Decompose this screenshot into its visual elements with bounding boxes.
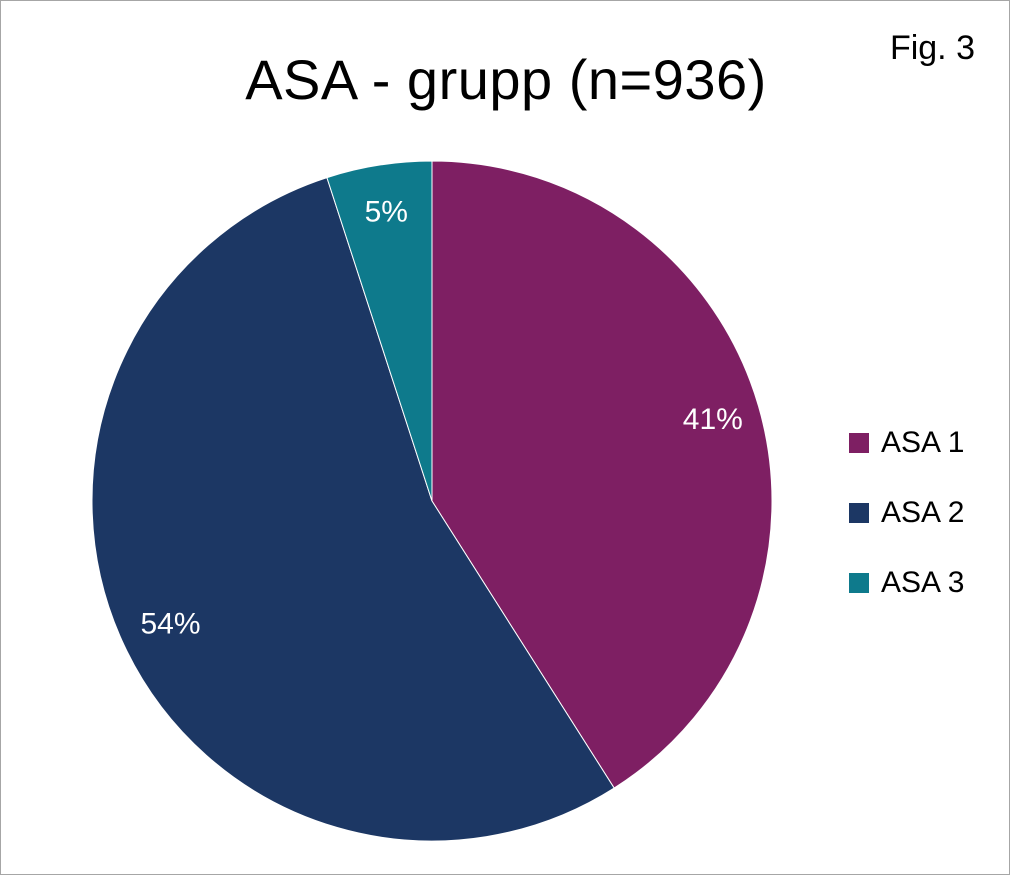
pie-slice-labels: 41% 54% 5% [140, 196, 742, 641]
legend-item-asa-2: ASA 2 [849, 478, 964, 548]
legend-label-asa-3: ASA 3 [881, 566, 965, 599]
pie-slice-asa-1 [431, 160, 773, 789]
legend-item-asa-3: ASA 3 [849, 548, 964, 618]
data-label-asa-2: 54% [140, 608, 200, 641]
data-label-asa-3: 5% [365, 196, 408, 229]
legend-swatch-asa-2 [849, 503, 869, 523]
legend-label-asa-1: ASA 1 [881, 426, 965, 459]
legend-item-asa-1: ASA 1 [849, 408, 964, 478]
chart-title: ASA - grupp (n=936) [245, 48, 767, 111]
figure-label: Fig. 3 [889, 29, 975, 67]
data-label-asa-1: 41% [683, 403, 743, 436]
legend: ASA 1 ASA 2 ASA 3 [849, 408, 964, 618]
pie-slice-asa-3 [326, 160, 433, 502]
pie-slices [91, 160, 773, 842]
pie-slice-asa-2 [91, 177, 615, 842]
legend-swatch-asa-3 [849, 573, 869, 593]
legend-swatch-asa-1 [849, 433, 869, 453]
legend-label-asa-2: ASA 2 [881, 496, 965, 529]
